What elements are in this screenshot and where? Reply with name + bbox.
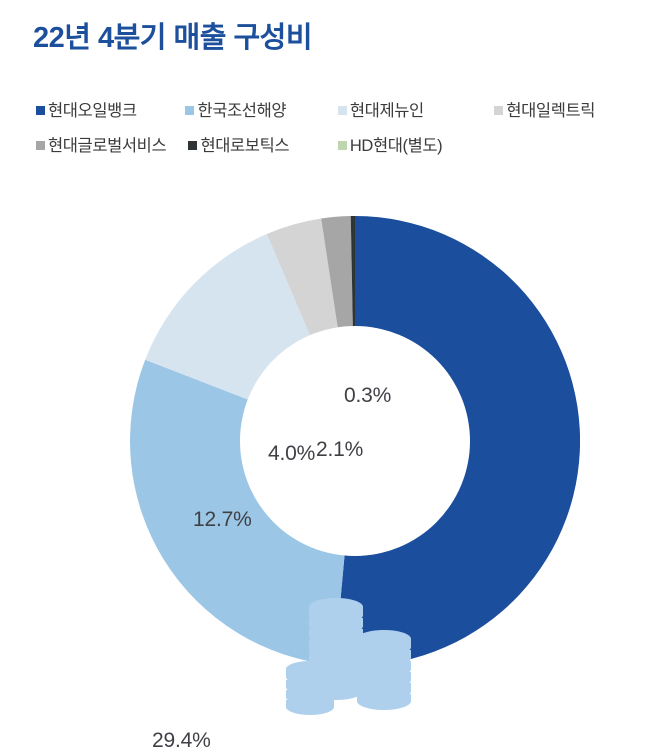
legend-item-hyundai-robotics[interactable]: 현대로보틱스	[188, 136, 333, 156]
donut-chart: 51.4% 29.4% 12.7% 4.0% 2.1% 0.3%	[0, 190, 670, 752]
slice-label-hyundai-global-service: 2.1%	[316, 438, 364, 461]
donut-chart-svg	[130, 216, 580, 666]
legend-item-label: 한국조선해양	[197, 102, 287, 120]
legend-row-2: 현대글로벌서비스 현대로보틱스 HD현대(별도)	[36, 136, 636, 157]
legend-swatch-icon	[188, 140, 198, 150]
coin-stack-right	[357, 630, 411, 710]
legend-swatch-icon	[36, 140, 45, 150]
slice-label-hyundai-electric: 4.0%	[268, 442, 316, 465]
legend-item-label: 현대글로벌서비스	[48, 137, 167, 155]
slice-label-hyundai-oilbank: 51.4%	[525, 617, 584, 640]
legend-item-hyundai-global-service[interactable]: 현대글로벌서비스	[36, 136, 184, 156]
legend-item-hd-hyundai[interactable]: HD현대(별도)	[337, 136, 443, 156]
chart-legend: 현대오일뱅크 한국조선해양 현대제뉴인 현대일렉트릭 현대글로벌서비스 현대로보…	[36, 101, 636, 157]
donut-hole	[240, 326, 470, 556]
legend-swatch-icon	[36, 105, 45, 115]
coin-stacks-icon	[286, 598, 411, 715]
legend-item-label: HD현대(별도)	[349, 137, 443, 155]
coin-stack-left	[286, 661, 334, 715]
legend-item-label: 현대로보틱스	[200, 137, 290, 155]
legend-swatch-icon	[337, 105, 347, 115]
chart-page: 22년 4분기 매출 구성비 현대오일뱅크 한국조선해양 현대제뉴인 현대일렉트…	[0, 22, 670, 752]
legend-swatch-icon	[337, 140, 347, 150]
legend-swatch-icon	[494, 105, 504, 115]
page-title: 22년 4분기 매출 구성비	[33, 22, 313, 54]
legend-item-label: 현대제뉴인	[349, 102, 424, 120]
legend-swatch-icon	[185, 105, 195, 115]
slice-label-ksoe: 29.4%	[152, 729, 211, 752]
legend-item-label: 현대오일뱅크	[48, 102, 137, 120]
slice-label-hyundai-genuine: 12.7%	[193, 508, 252, 531]
legend-item-ksoe[interactable]: 한국조선해양	[185, 101, 333, 121]
slice-label-hyundai-robotics: 0.3%	[344, 384, 392, 407]
legend-item-hyundai-genuine[interactable]: 현대제뉴인	[337, 101, 490, 121]
legend-item-hyundai-oilbank[interactable]: 현대오일뱅크	[36, 101, 181, 121]
legend-item-hyundai-electric[interactable]: 현대일렉트릭	[494, 101, 595, 121]
legend-item-label: 현대일렉트릭	[506, 102, 596, 120]
legend-row-1: 현대오일뱅크 한국조선해양 현대제뉴인 현대일렉트릭	[36, 101, 636, 122]
